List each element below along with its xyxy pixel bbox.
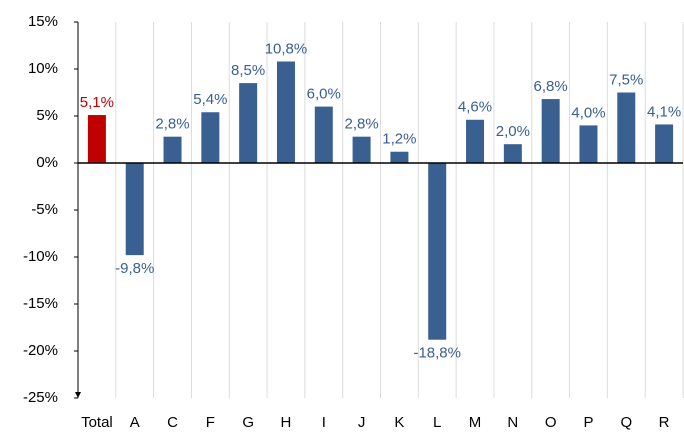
x-tick-label: M bbox=[469, 414, 482, 431]
x-tick-label: H bbox=[281, 414, 292, 431]
data-label: 8,5% bbox=[231, 62, 265, 79]
x-tick-label: Q bbox=[620, 414, 632, 431]
bar bbox=[201, 112, 220, 163]
x-tick-label: R bbox=[659, 414, 670, 431]
data-label: 6,8% bbox=[534, 78, 568, 95]
x-tick-label: G bbox=[242, 414, 254, 431]
axis-arrow bbox=[75, 392, 81, 398]
bar bbox=[541, 99, 560, 163]
bar bbox=[125, 163, 144, 256]
x-tick-label: Total bbox=[81, 414, 113, 431]
y-tick-label: 10% bbox=[28, 60, 58, 77]
bar bbox=[163, 136, 182, 163]
bar bbox=[655, 124, 674, 163]
data-label: 6,0% bbox=[307, 86, 341, 103]
data-label: 10,8% bbox=[265, 40, 308, 57]
x-tick-label: A bbox=[130, 414, 140, 431]
bar bbox=[314, 106, 333, 163]
x-tick-label: I bbox=[322, 414, 326, 431]
bar bbox=[352, 136, 371, 163]
y-tick-label: 0% bbox=[36, 154, 58, 171]
bar bbox=[87, 115, 106, 163]
y-tick-label: 5% bbox=[36, 107, 58, 124]
data-label: 2,0% bbox=[496, 123, 530, 140]
data-label: 4,6% bbox=[458, 99, 492, 116]
data-label: 4,0% bbox=[571, 104, 605, 121]
data-label: 4,1% bbox=[647, 103, 681, 120]
data-label: 1,2% bbox=[382, 131, 416, 148]
y-tick-label: -10% bbox=[23, 248, 58, 265]
x-tick-label: P bbox=[583, 414, 593, 431]
data-label: -9,8% bbox=[115, 260, 154, 277]
y-tick-label: -5% bbox=[31, 201, 58, 218]
x-tick-label: F bbox=[206, 414, 215, 431]
data-label: 2,8% bbox=[155, 116, 189, 133]
bar bbox=[466, 119, 485, 163]
data-label: 2,8% bbox=[344, 116, 378, 133]
x-tick-label: L bbox=[433, 414, 441, 431]
x-tick-label: N bbox=[507, 414, 518, 431]
data-label: -18,8% bbox=[413, 345, 461, 362]
bar bbox=[617, 92, 636, 163]
y-tick-label: 15% bbox=[28, 13, 58, 30]
y-tick-label: -20% bbox=[23, 342, 58, 359]
x-tick-label: O bbox=[545, 414, 557, 431]
data-label: 7,5% bbox=[609, 71, 643, 88]
bar bbox=[503, 144, 522, 163]
data-label: 5,1% bbox=[80, 94, 114, 111]
bar bbox=[428, 163, 447, 340]
data-label: 5,4% bbox=[193, 91, 227, 108]
bar bbox=[390, 151, 409, 163]
y-tick-label: -15% bbox=[23, 295, 58, 312]
y-tick-label: -25% bbox=[23, 389, 58, 406]
bar bbox=[579, 125, 598, 163]
x-tick-label: K bbox=[394, 414, 404, 431]
x-tick-label: J bbox=[358, 414, 366, 431]
x-tick-label: C bbox=[167, 414, 178, 431]
bar bbox=[276, 61, 295, 164]
bar bbox=[239, 83, 258, 163]
